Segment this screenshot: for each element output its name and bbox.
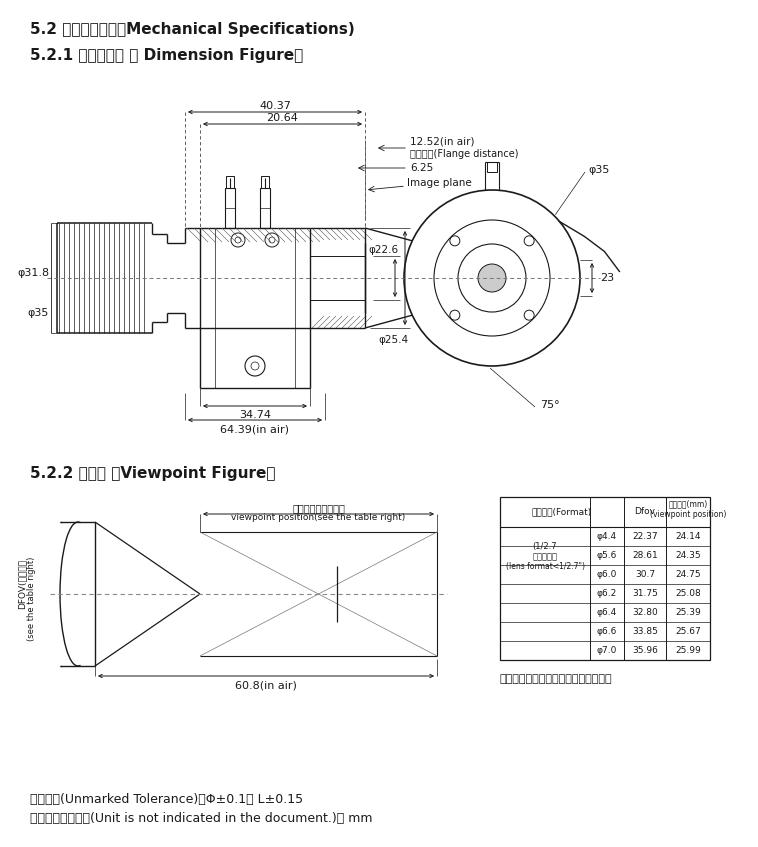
Text: 28.61: 28.61 xyxy=(632,551,658,560)
Text: φ6.4: φ6.4 xyxy=(597,608,617,617)
Text: (lens format<1/2.7"): (lens format<1/2.7") xyxy=(506,562,584,571)
Text: viewpoint position(see the table right): viewpoint position(see the table right) xyxy=(231,513,406,523)
Text: φ22.6: φ22.6 xyxy=(368,245,398,255)
Text: φ5.6: φ5.6 xyxy=(597,551,617,560)
Text: 25.67: 25.67 xyxy=(675,627,701,636)
Text: 20.64: 20.64 xyxy=(267,113,299,123)
Text: 5.2.2 视点图 （Viewpoint Figure）: 5.2.2 视点图 （Viewpoint Figure） xyxy=(30,466,275,481)
Text: 35.96: 35.96 xyxy=(632,646,658,655)
Text: 未注公差(Unmarked Tolerance)：Φ±0.1， L±0.15: 未注公差(Unmarked Tolerance)：Φ±0.1， L±0.15 xyxy=(30,793,303,806)
Text: 以下镜头）: 以下镜头） xyxy=(533,552,557,561)
Circle shape xyxy=(478,264,506,292)
Text: 25.08: 25.08 xyxy=(675,589,701,598)
Text: Dfov: Dfov xyxy=(634,507,656,517)
Text: 34.74: 34.74 xyxy=(239,410,271,420)
Text: (1/2.7: (1/2.7 xyxy=(533,542,557,551)
Text: 24.14: 24.14 xyxy=(675,532,700,541)
Text: 23: 23 xyxy=(600,273,614,283)
Text: φ6.6: φ6.6 xyxy=(597,627,617,636)
Text: 24.35: 24.35 xyxy=(675,551,701,560)
Bar xyxy=(225,188,235,228)
Text: 视点位置（见表格）: 视点位置（见表格） xyxy=(292,503,345,513)
Text: 60.8(in air): 60.8(in air) xyxy=(235,680,297,690)
Text: 30.7: 30.7 xyxy=(635,570,655,579)
Text: 视点位置(mm)
(viewpoint position): 视点位置(mm) (viewpoint position) xyxy=(650,499,726,518)
Text: 24.75: 24.75 xyxy=(675,570,701,579)
Text: 本规格书未注单位(Unit is not indicated in the document.)： mm: 本规格书未注单位(Unit is not indicated in the do… xyxy=(30,812,372,825)
Text: 6.25: 6.25 xyxy=(410,163,434,173)
Text: Image plane: Image plane xyxy=(407,178,471,188)
Text: φ6.2: φ6.2 xyxy=(597,589,617,598)
Text: 12.52(in air): 12.52(in air) xyxy=(410,137,475,147)
Text: 22.37: 22.37 xyxy=(632,532,658,541)
Text: φ6.0: φ6.0 xyxy=(597,570,617,579)
Text: φ35: φ35 xyxy=(588,165,609,175)
Text: φ35: φ35 xyxy=(27,308,49,318)
Text: 64.39(in air): 64.39(in air) xyxy=(221,424,290,434)
Text: DFOV(见表格）: DFOV(见表格） xyxy=(17,559,27,609)
Text: φ25.4: φ25.4 xyxy=(378,335,408,345)
Text: φ31.8: φ31.8 xyxy=(17,268,49,278)
Bar xyxy=(500,497,710,660)
Text: 33.85: 33.85 xyxy=(632,627,658,636)
Text: φ7.0: φ7.0 xyxy=(597,646,617,655)
Text: 75°: 75° xyxy=(540,400,559,410)
Text: 25.39: 25.39 xyxy=(675,608,701,617)
Text: 40.37: 40.37 xyxy=(259,101,291,111)
Text: φ4.4: φ4.4 xyxy=(597,532,617,541)
Bar xyxy=(226,176,234,188)
Text: 25.99: 25.99 xyxy=(675,646,701,655)
Text: 5.2 机构参数规格（Mechanical Specifications): 5.2 机构参数规格（Mechanical Specifications) xyxy=(30,22,355,37)
Bar xyxy=(260,188,270,228)
Text: 像面大小(Format): 像面大小(Format) xyxy=(532,507,592,517)
Text: 注：次广角端为光线有效径最大的焦距: 注：次广角端为光线有效径最大的焦距 xyxy=(500,674,612,684)
Text: 法兰后焦(Flange distance): 法兰后焦(Flange distance) xyxy=(410,149,518,159)
Bar xyxy=(487,162,497,172)
Text: 32.80: 32.80 xyxy=(632,608,658,617)
Bar xyxy=(261,176,269,188)
Text: 31.75: 31.75 xyxy=(632,589,658,598)
Text: (see the table right): (see the table right) xyxy=(27,556,36,641)
Text: 5.2.1 外形尺廸图 （ Dimension Figure）: 5.2.1 外形尺廸图 （ Dimension Figure） xyxy=(30,48,303,63)
